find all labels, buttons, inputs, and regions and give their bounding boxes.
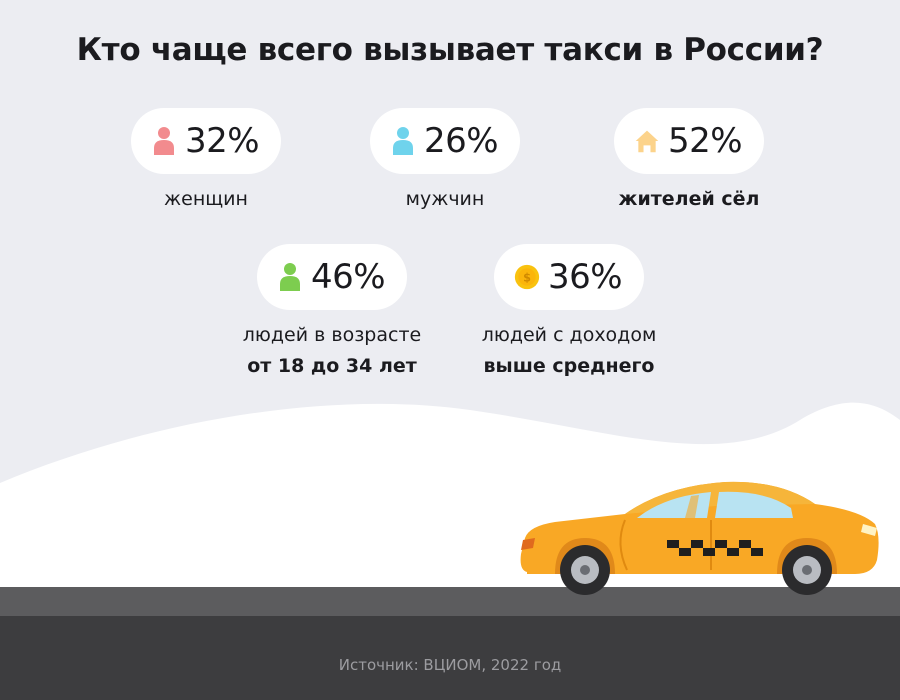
house-icon xyxy=(634,124,660,158)
stat-caption: людей с доходом выше среднего xyxy=(459,320,679,382)
caption-text: людей в возрасте xyxy=(242,324,422,346)
stat-value: 46% xyxy=(310,257,386,297)
stat-pill: 46% xyxy=(256,244,408,310)
stat-women: 32% женщин xyxy=(96,108,316,215)
page-title: Кто чаще всего вызывает такси в России? xyxy=(76,32,824,68)
stat-value: 26% xyxy=(423,121,499,161)
coin-icon: $ xyxy=(514,260,540,294)
footer xyxy=(0,616,900,700)
stat-rural: 52% жителей сёл xyxy=(579,108,799,215)
stat-caption: людей в возрасте от 18 до 34 лет xyxy=(222,320,442,382)
person-icon xyxy=(390,124,416,158)
person-icon xyxy=(277,260,303,294)
stat-value: 36% xyxy=(547,257,623,297)
caption-text: мужчин xyxy=(405,188,485,210)
source-text: Источник: ВЦИОМ, 2022 год xyxy=(338,656,562,674)
stat-men: 26% мужчин xyxy=(335,108,555,215)
taxi-car-illustration xyxy=(520,481,879,595)
stat-young: 46% людей в возрасте от 18 до 34 лет xyxy=(222,244,442,382)
caption-bold-text: жителей сёл xyxy=(618,188,760,210)
stat-caption: мужчин xyxy=(335,184,555,215)
person-icon xyxy=(151,124,177,158)
caption-bold-text: от 18 до 34 лет xyxy=(247,355,417,377)
stat-caption: женщин xyxy=(96,184,316,215)
caption-text: женщин xyxy=(164,188,248,210)
stat-pill: 32% xyxy=(130,108,282,174)
stat-income: $ 36% людей с доходом выше среднего xyxy=(459,244,679,382)
stat-value: 32% xyxy=(184,121,260,161)
road xyxy=(0,587,900,616)
stat-value: 52% xyxy=(667,121,743,161)
caption-text: людей с доходом xyxy=(481,324,657,346)
stat-pill: 26% xyxy=(369,108,521,174)
stat-pill: 52% xyxy=(613,108,765,174)
caption-bold-text: выше среднего xyxy=(483,355,655,377)
svg-text:$: $ xyxy=(523,271,531,284)
stat-pill: $ 36% xyxy=(493,244,645,310)
stat-caption: жителей сёл xyxy=(579,184,799,215)
